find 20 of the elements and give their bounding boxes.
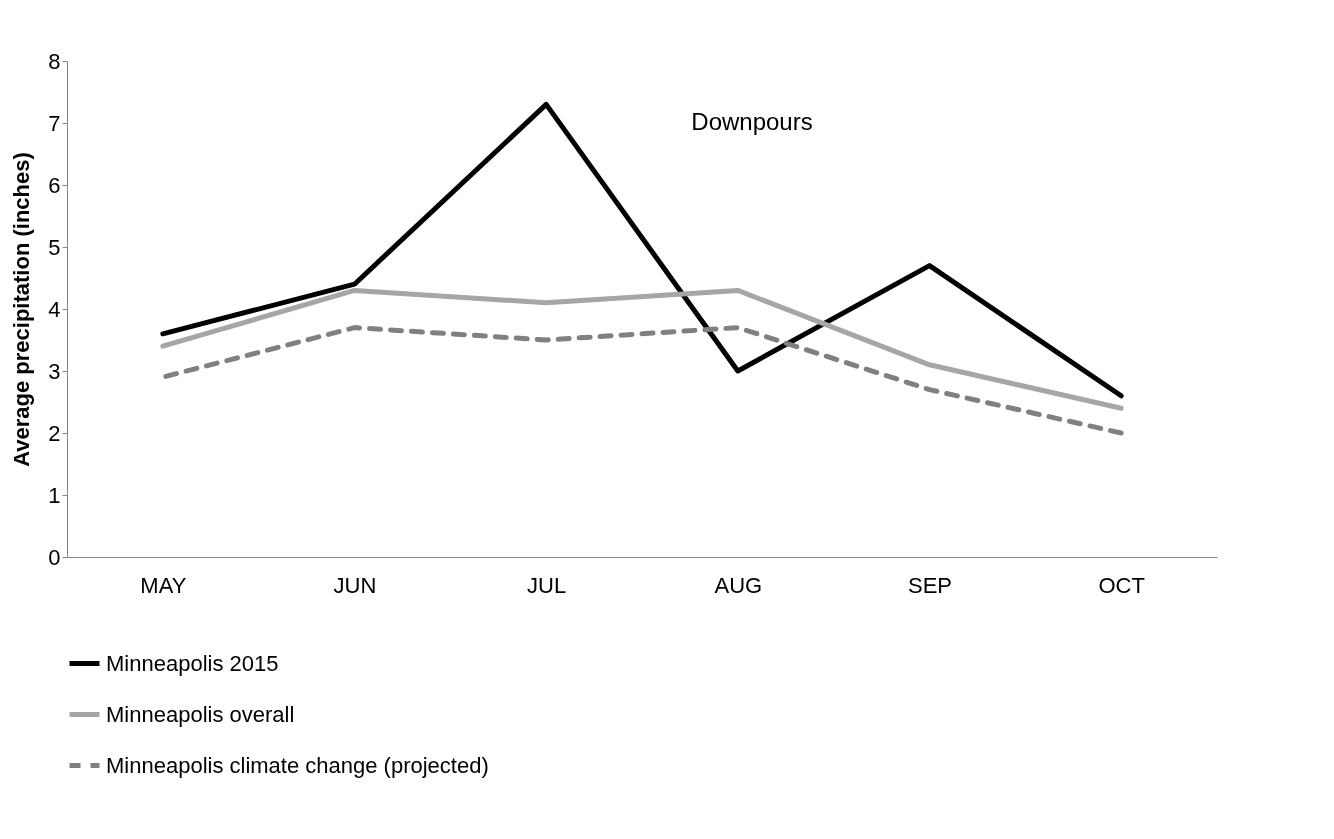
y-tick-label: 5 [48,234,61,260]
x-tick-label: JUL [527,572,567,598]
y-tick-label: 2 [48,420,61,446]
legend-label: Minneapolis overall [106,701,295,727]
y-tick-label: 8 [48,48,61,74]
y-tick-label: 1 [48,482,61,508]
legend-label: Minneapolis 2015 [106,650,279,676]
y-tick-label: 6 [48,172,61,198]
y-tick-label: 0 [48,544,61,570]
x-tick-label: AUG [714,572,763,598]
x-tick-label: OCT [1098,572,1145,598]
y-tick-label: 3 [48,358,61,384]
y-axis-title: Average precipitation (inches) [9,152,35,467]
x-tick-label: SEP [907,572,953,598]
legend-label: Minneapolis climate change (projected) [106,752,489,778]
x-tick-label: JUN [333,572,377,598]
annotation: Downpours [691,108,813,135]
y-tick-label: 7 [48,110,61,136]
y-tick-label: 4 [48,296,61,322]
x-tick-label: MAY [140,572,187,598]
